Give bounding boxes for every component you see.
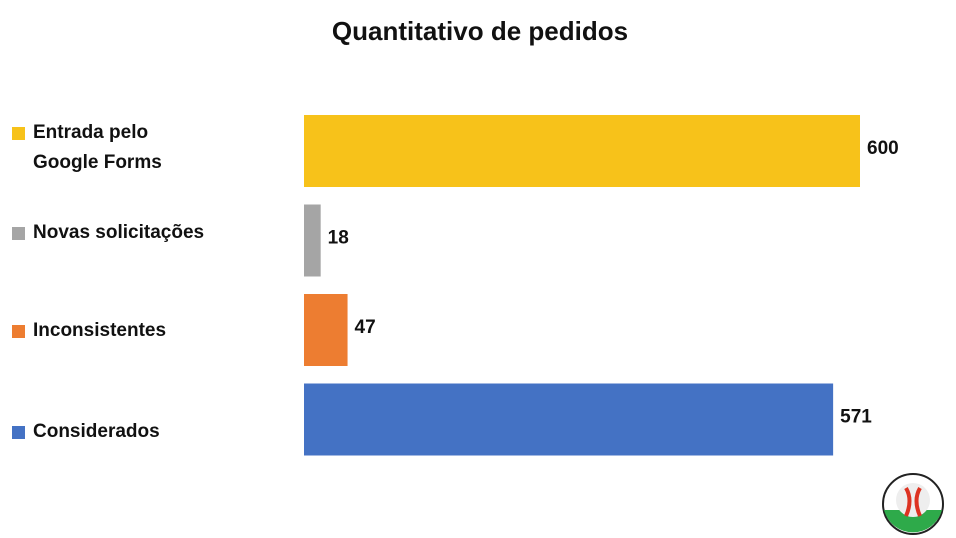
legend-swatch <box>12 227 25 240</box>
bar <box>304 115 860 187</box>
logo <box>882 473 944 535</box>
value-label: 18 <box>328 228 349 249</box>
legend-swatch <box>12 325 25 338</box>
legend-label: Inconsistentes <box>33 320 167 341</box>
legend-entry: Considerados <box>12 417 160 447</box>
bar <box>304 204 321 277</box>
legend-entry: Inconsistentes <box>12 316 166 346</box>
legend-entry: Entrada pelo Google Forms <box>12 118 162 178</box>
bar <box>304 294 348 366</box>
legend-swatch <box>12 127 25 140</box>
value-label: 600 <box>867 138 899 159</box>
value-label: 47 <box>355 317 376 338</box>
legend-label: Novas solicitações <box>33 222 205 243</box>
legend-label: Considerados <box>33 421 160 442</box>
bar <box>304 383 834 456</box>
value-label: 571 <box>840 407 872 428</box>
legend-label: Entrada pelo Google Forms <box>33 122 162 173</box>
legend-entry: Novas solicitações <box>12 218 204 248</box>
legend-swatch <box>12 426 25 439</box>
chart-title: Quantitativo de pedidos <box>332 16 628 46</box>
